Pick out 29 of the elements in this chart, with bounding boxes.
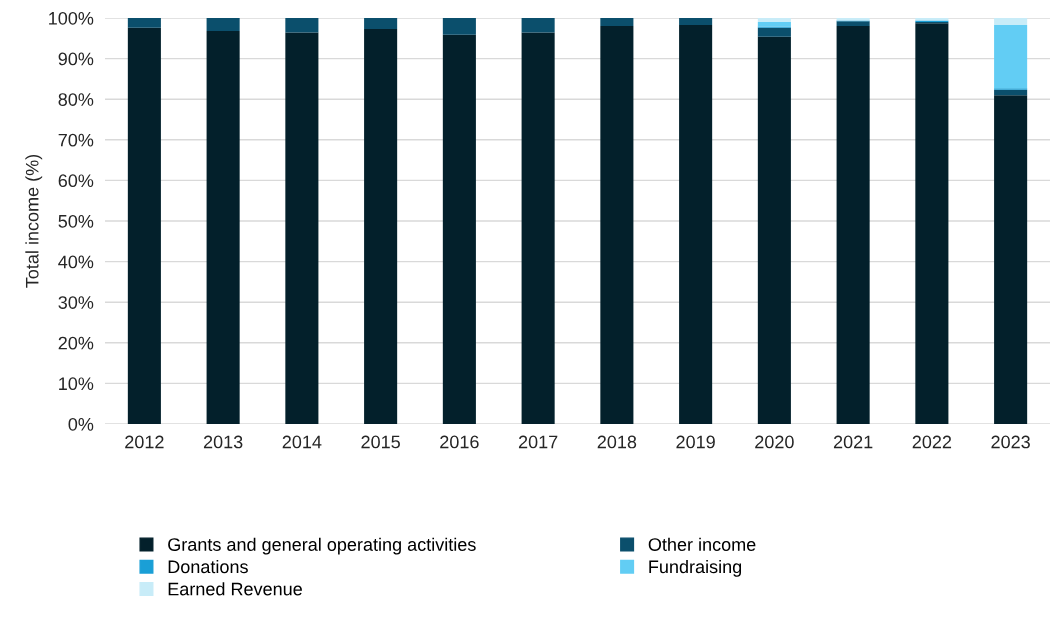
y-tick-label: 10%: [59, 377, 94, 391]
x-tick-label: 2014: [282, 435, 322, 449]
x-tick-label: 2020: [755, 435, 794, 449]
y-tick-label: 50%: [58, 214, 94, 228]
x-tick-label: 2021: [833, 435, 873, 449]
y-tick-label: 80%: [58, 93, 94, 106]
y-tick-label: 0%: [68, 417, 94, 431]
x-tick-label: 2015: [361, 435, 400, 449]
legend-label: Fundraising: [649, 559, 742, 577]
y-tick-label: 30%: [58, 296, 94, 309]
legend-label: Donations: [168, 559, 248, 574]
x-tick-label: 2012: [125, 435, 164, 449]
y-tick-label: 40%: [58, 255, 94, 269]
legend-label: Other income: [648, 537, 756, 551]
x-tick-label: 2023: [991, 435, 1030, 449]
y-tick-label: 90%: [58, 52, 94, 66]
y-tick-label: 60%: [58, 174, 94, 188]
y-tick-label: 20%: [58, 336, 94, 350]
x-tick-label: 2013: [203, 435, 243, 449]
legend-label: Grants and general operating activities: [168, 537, 476, 555]
y-tick-label: 70%: [58, 133, 94, 147]
x-tick-label: 2016: [440, 435, 479, 449]
x-tick-label: 2019: [676, 435, 715, 449]
legend-label: Earned Revenue: [168, 582, 302, 596]
x-tick-label: 2022: [912, 435, 952, 449]
y-axis-title: Total income (%): [25, 154, 43, 288]
x-tick-label: 2017: [518, 435, 558, 449]
y-tick-label: 100%: [49, 11, 94, 25]
x-tick-label: 2018: [597, 435, 637, 449]
